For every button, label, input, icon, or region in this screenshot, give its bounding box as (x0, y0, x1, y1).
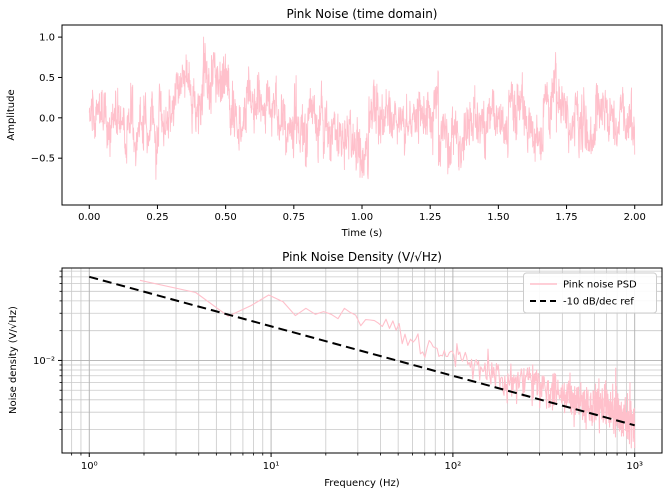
time-domain-plot: 0.00 0.25 0.50 0.75 1.00 1.25 1.50 1.75 2.00 1.0 0… (6, 7, 663, 239)
y-tick-label: 10⁻² (33, 356, 55, 367)
x-tick-label: 1.25 (419, 212, 441, 223)
x-tick-label: 10³ (626, 461, 643, 472)
y-tick-label: 0.5 (39, 73, 55, 84)
legend-label-pink-psd: Pink noise PSD (563, 280, 637, 291)
x-tick-label: 0.00 (78, 212, 100, 223)
pink-noise-psd-line (139, 279, 636, 449)
x-tick-label: 1.50 (487, 212, 509, 223)
x-tick-label: 10⁰ (81, 461, 98, 472)
psd-plot-series (89, 275, 636, 449)
y-tick-label: 1.0 (39, 33, 55, 44)
psd-plot-ylabel: Noise density (V/√Hz) (8, 306, 19, 414)
y-tick-label: −0.5 (31, 154, 55, 165)
time-plot-xlabel: Time (s) (341, 228, 383, 239)
psd-legend: Pink noise PSD -10 dB/dec ref (523, 272, 657, 314)
ref-slope-dashed-line (89, 275, 635, 427)
x-tick-label: 2.00 (624, 212, 646, 223)
x-tick-label: 0.50 (215, 212, 237, 223)
y-tick-label: 0.0 (39, 113, 55, 124)
time-plot-ticks: 0.00 0.25 0.50 0.75 1.00 1.25 1.50 1.75 2.00 1.0 0… (31, 33, 646, 223)
time-plot-title: Pink Noise (time domain) (286, 7, 437, 21)
x-tick-label: 10² (445, 461, 462, 472)
x-tick-label: 0.75 (283, 212, 305, 223)
time-plot-series (88, 36, 636, 180)
pink-noise-time-line (88, 36, 636, 180)
x-tick-label: 10¹ (263, 461, 280, 472)
psd-plot-xlabel: Frequency (Hz) (324, 478, 400, 489)
x-tick-label: 1.75 (555, 212, 577, 223)
x-tick-label: 0.25 (146, 212, 168, 223)
psd-plot-ticks: 10⁰ 10¹ 10² 10³ 10⁻² (33, 270, 643, 472)
time-plot-frame (61, 24, 663, 206)
time-plot-ylabel: Amplitude (6, 89, 17, 140)
psd-plot-title: Pink Noise Density (V/√Hz) (282, 250, 442, 264)
legend-label-ref: -10 dB/dec ref (563, 297, 634, 308)
psd-plot: 10⁰ 10¹ 10² 10³ 10⁻² Pink Noise Density (V/√… (8, 250, 663, 489)
legend-box (523, 272, 657, 314)
x-tick-label: 1.00 (351, 212, 373, 223)
